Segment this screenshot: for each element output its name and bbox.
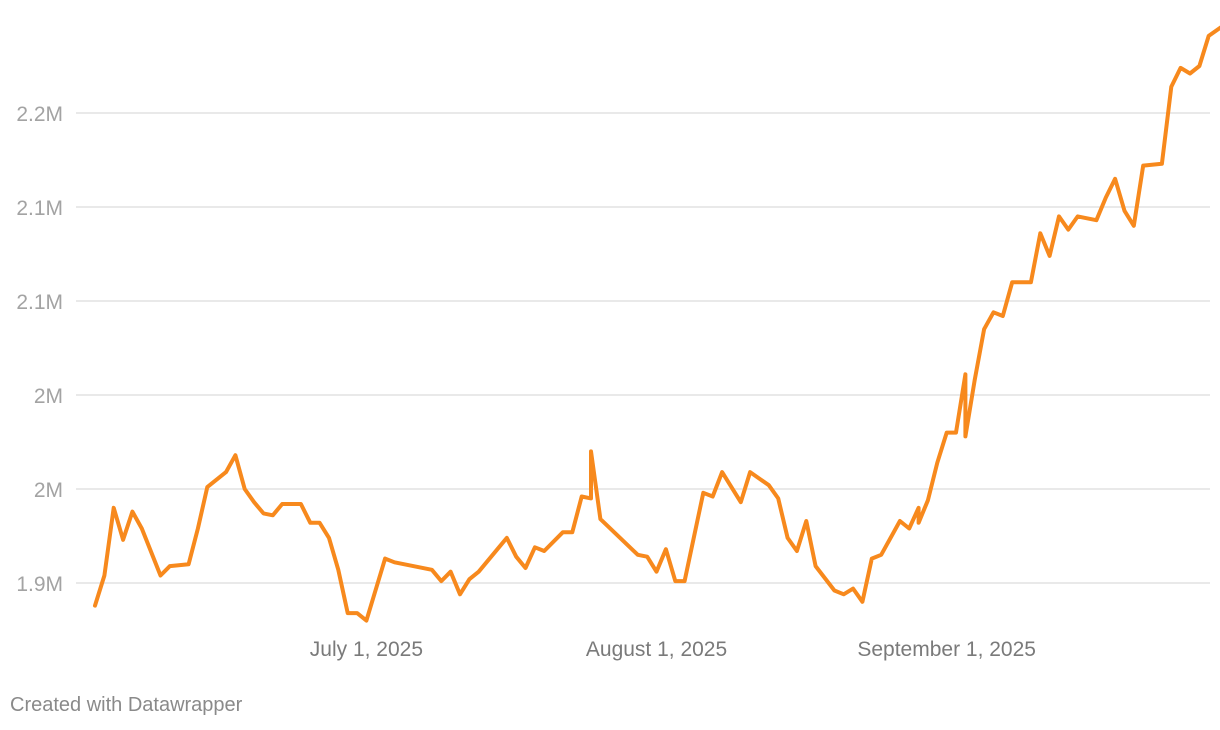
footer-credit: Created with Datawrapper [10, 694, 243, 716]
x-tick-label: July 1, 2025 [310, 638, 423, 661]
y-tick-label: 2M [34, 385, 63, 408]
y-axis-tick-labels: 1.9M 2M 2M 2.1M 2.1M 2.2M [16, 103, 63, 596]
y-tick-label: 2.1M [16, 291, 63, 314]
y-tick-label: 1.9M [16, 573, 63, 596]
x-tick-label: September 1, 2025 [857, 638, 1036, 661]
y-tick-label: 2.1M [16, 197, 63, 220]
line-chart: 1.9M 2M 2M 2.1M 2.1M 2.2M July 1, 2025 August … [16, 25, 1220, 661]
gridlines [76, 112, 1210, 584]
y-tick-label: 2.2M [16, 103, 63, 126]
series-lines [93, 25, 1220, 623]
series-line-0 [93, 25, 1220, 623]
x-tick-label: August 1, 2025 [586, 638, 727, 661]
x-axis-tick-labels: July 1, 2025 August 1, 2025 September 1, 2… [310, 638, 1036, 661]
y-tick-label: 2M [34, 479, 63, 502]
